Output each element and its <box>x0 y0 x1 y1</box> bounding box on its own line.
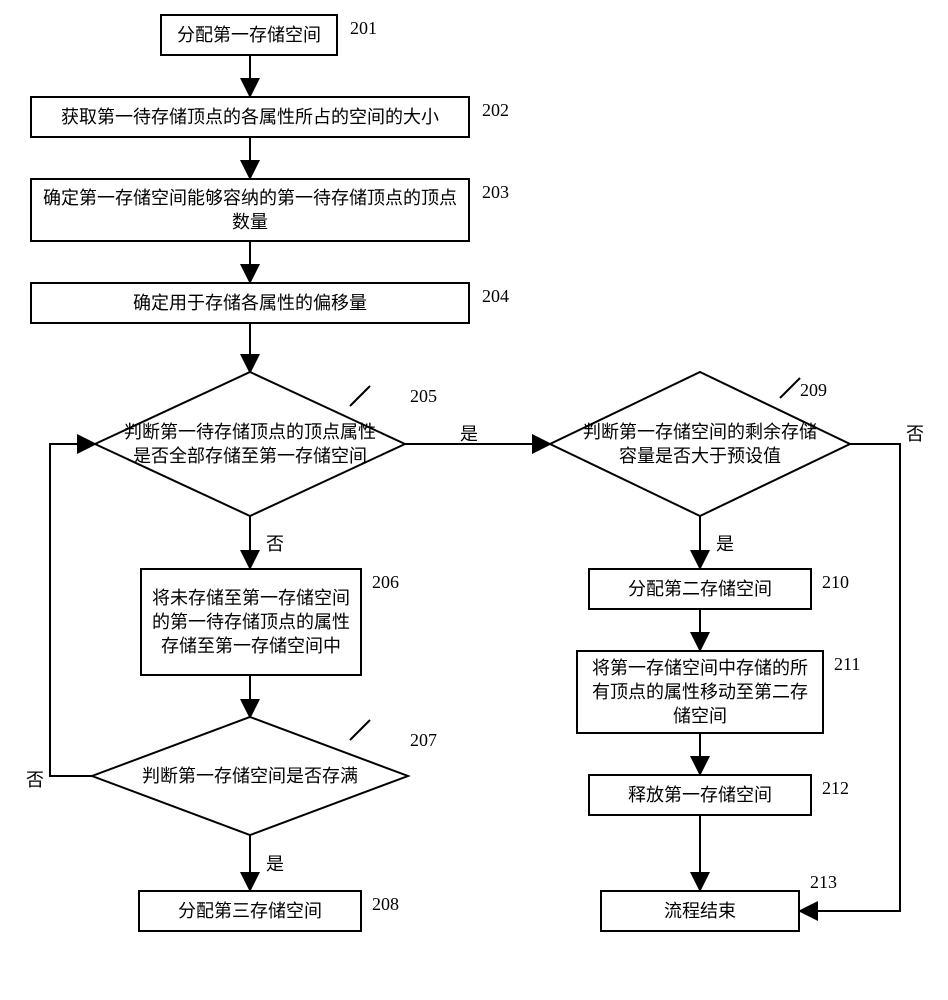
edge-label: 否 <box>906 420 924 446</box>
step-label-210: 210 <box>822 572 849 593</box>
flowchart-rect-n201: 分配第一存储空间 <box>160 14 338 56</box>
flowchart-rect-n206: 将未存储至第一存储空间的第一待存储顶点的属性存储至第一存储空间中 <box>140 568 362 676</box>
flowchart-rect-n213: 流程结束 <box>600 890 800 932</box>
step-label-202: 202 <box>482 100 509 121</box>
step-label-203: 203 <box>482 182 509 203</box>
flowchart-diamond-text-n205: 判断第一待存储顶点的顶点属性是否全部存储至第一存储空间 <box>95 372 405 516</box>
flowchart-rect-n208: 分配第三存储空间 <box>138 890 362 932</box>
edge-label: 是 <box>266 850 284 876</box>
flowchart-rect-n202: 获取第一待存储顶点的各属性所占的空间的大小 <box>30 96 470 138</box>
flowchart-rect-n203: 确定第一存储空间能够容纳的第一待存储顶点的顶点数量 <box>30 178 470 242</box>
flowchart-diamond-text-n207: 判断第一存储空间是否存满 <box>92 717 408 835</box>
step-label-209: 209 <box>800 380 827 401</box>
step-label-207: 207 <box>410 730 437 751</box>
step-label-205: 205 <box>410 386 437 407</box>
flowchart-rect-n211: 将第一存储空间中存储的所有顶点的属性移动至第二存储空间 <box>576 650 824 734</box>
flowchart-rect-n212: 释放第一存储空间 <box>588 774 812 816</box>
step-label-201: 201 <box>350 18 377 39</box>
flowchart-rect-n204: 确定用于存储各属性的偏移量 <box>30 282 470 324</box>
edge <box>50 444 95 776</box>
step-label-212: 212 <box>822 778 849 799</box>
flowchart-rect-n210: 分配第二存储空间 <box>588 568 812 610</box>
edge-label: 是 <box>460 420 478 446</box>
step-label-211: 211 <box>834 654 860 675</box>
step-label-213: 213 <box>810 872 837 893</box>
edge-label: 否 <box>266 530 284 556</box>
step-label-208: 208 <box>372 894 399 915</box>
step-label-206: 206 <box>372 572 399 593</box>
step-label-204: 204 <box>482 286 509 307</box>
edge-label: 是 <box>716 530 734 556</box>
edge-label: 否 <box>26 766 44 792</box>
